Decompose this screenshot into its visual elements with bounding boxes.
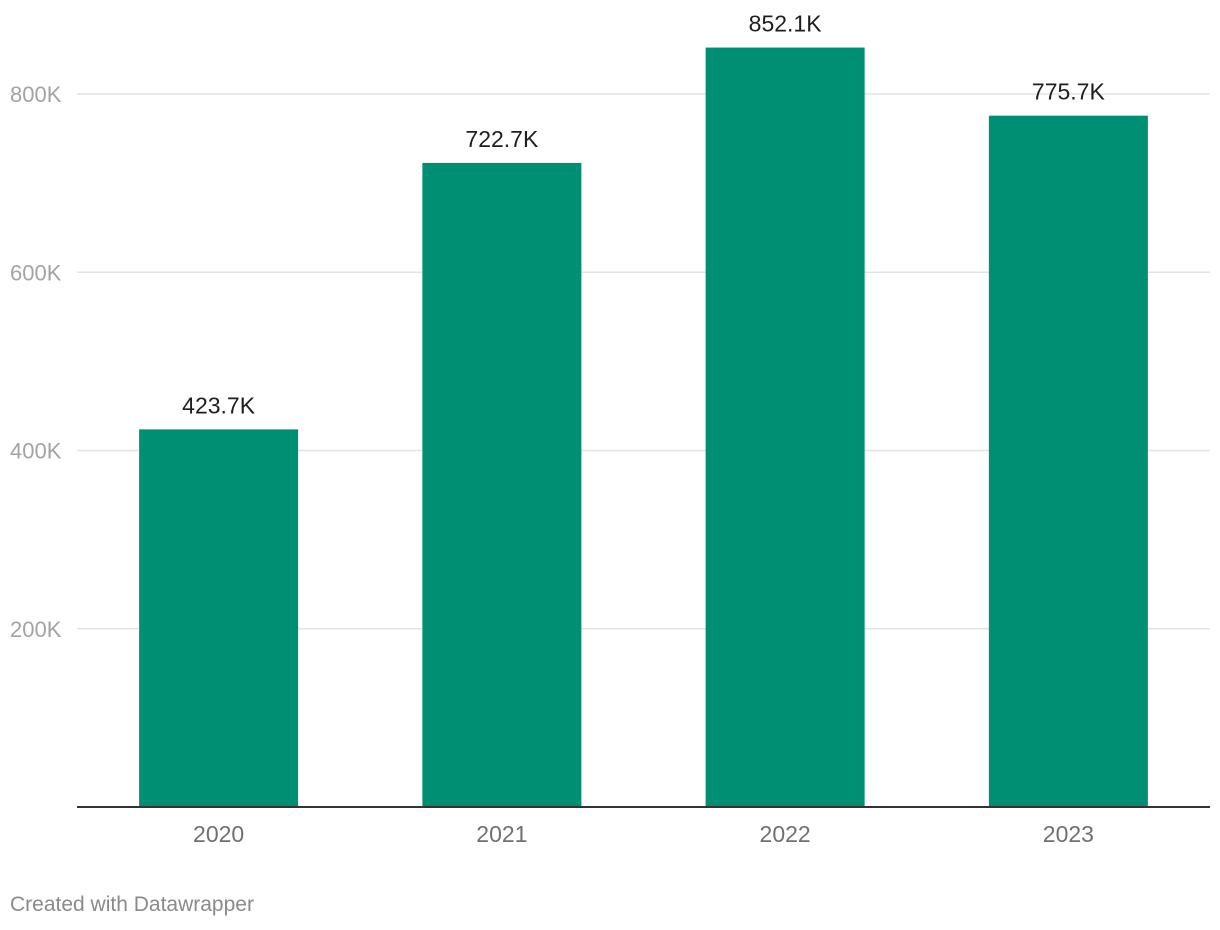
y-tick-label: 800K: [10, 82, 62, 107]
y-axis-ticks: 200K 400K 600K 800K: [10, 82, 62, 642]
bar-2021: [422, 162, 582, 808]
x-tick-2020: 2020: [193, 821, 244, 847]
x-tick-2023: 2023: [1043, 821, 1094, 847]
datawrapper-credit[interactable]: Created with Datawrapper: [10, 893, 254, 916]
y-tick-label: 400K: [10, 439, 62, 464]
x-tick-2021: 2021: [476, 821, 527, 847]
bar-2022: [705, 47, 865, 808]
y-tick-label: 600K: [10, 260, 62, 285]
data-label-2022: 852.1K: [749, 11, 823, 37]
data-label-2021: 722.7K: [465, 126, 539, 152]
bar-2023: [988, 115, 1148, 808]
data-labels: 423.7K 722.7K 852.1K 775.7K: [182, 11, 1105, 419]
data-label-2020: 423.7K: [182, 392, 256, 418]
bar-2020: [139, 429, 299, 807]
x-tick-2022: 2022: [760, 821, 811, 847]
x-axis-ticks: 2020 2021 2022 2023: [193, 821, 1094, 847]
data-label-2023: 775.7K: [1032, 79, 1106, 105]
bars: [139, 47, 1148, 808]
y-tick-label: 200K: [10, 617, 62, 642]
